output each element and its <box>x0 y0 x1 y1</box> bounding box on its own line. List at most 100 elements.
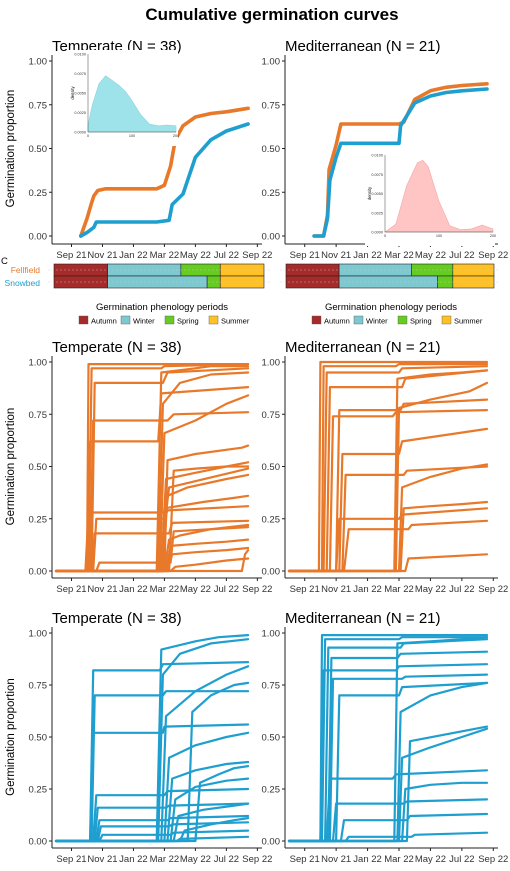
inset-x-tick-label: 100 <box>436 234 442 238</box>
series-line-19 <box>54 764 250 843</box>
phenology-bar-mediterranean <box>280 263 500 289</box>
x-tick-label: Mar 22 <box>384 584 414 595</box>
y-tick-label: 1.00 <box>29 358 48 369</box>
legend-title: Germination phenology periods <box>96 302 228 313</box>
x-tick-label: Sep 22 <box>478 584 508 595</box>
x-tick-label: Mar 22 <box>150 854 180 865</box>
series-line-15 <box>287 781 489 843</box>
inset-y-tick-label: 0.0100 <box>74 53 86 57</box>
y-tick-label: 0.00 <box>262 232 281 243</box>
x-tick-label: Jan 22 <box>353 854 382 865</box>
legend-label-spring: Spring <box>177 317 199 326</box>
y-tick-label: 0.50 <box>262 733 281 744</box>
legend-swatch-summer <box>441 315 452 325</box>
y-tick-label: 0.75 <box>29 681 48 692</box>
y-tick-label: 1.00 <box>262 629 281 640</box>
x-tick-label: Jul 22 <box>214 854 239 865</box>
panel-temperate-snowbed-individual: Temperate (N = 38) 0.00 0.25 0.50 0.75 1.00 Se… <box>5 610 272 865</box>
series-line-15 <box>287 553 489 573</box>
x-tick-label: Jul 22 <box>449 854 474 865</box>
y-axis-label: Germination proportion <box>5 408 17 526</box>
x-tick-label: May 22 <box>180 250 211 261</box>
x-tick-label: Sep 22 <box>242 250 272 261</box>
panel-label: C <box>1 256 8 267</box>
y-tick-label: 1.00 <box>262 57 281 68</box>
y-tick-label: 0.25 <box>29 188 48 199</box>
inset-y-tick-label: 0.0050 <box>74 92 86 96</box>
series-line-4 <box>287 650 489 843</box>
y-tick-label: 0.75 <box>262 100 281 111</box>
density-inset: 0.0000 0.0025 0.0050 0.0075 0.0100 0 100 200 den… <box>68 50 179 146</box>
series-line-4 <box>54 411 250 573</box>
legend-label-winter: Winter <box>133 317 155 326</box>
legend-swatch-spring <box>397 315 408 325</box>
x-tick-label: Sep 21 <box>290 250 320 261</box>
x-tick-label: Jan 22 <box>119 854 148 865</box>
x-tick-label: Jan 22 <box>353 250 382 261</box>
x-tick-label: Nov 21 <box>87 584 117 595</box>
y-tick-label: 1.00 <box>29 629 48 640</box>
y-tick-label: 0.50 <box>262 144 281 155</box>
x-tick-label: May 22 <box>415 250 446 261</box>
fellfield-label: Fellfield <box>11 265 41 275</box>
y-axis-label: Germination proportion <box>5 90 17 208</box>
inset-y-tick-label: 0.0075 <box>74 72 86 76</box>
panel-mediterranean-snowbed-individual: Mediterranean (N = 21) 0.00 0.25 0.50 0.75 1.… <box>262 610 509 865</box>
series-line-13 <box>287 681 489 843</box>
inset-x-tick-label: 100 <box>129 134 135 138</box>
legend-label-spring: Spring <box>410 317 432 326</box>
snowbed-label: Snowbed <box>5 278 41 288</box>
series-line-16 <box>287 725 489 843</box>
y-tick-label: 0.25 <box>29 785 48 796</box>
panel-title: Mediterranean (N = 21) <box>285 38 441 55</box>
legend-swatch-winter <box>120 315 131 325</box>
x-tick-label: May 22 <box>180 584 211 595</box>
inset-y-label: density <box>367 186 372 200</box>
density-area <box>87 75 177 133</box>
series-line-12 <box>54 731 250 843</box>
y-tick-label: 0.00 <box>29 837 48 848</box>
inset-x-tick-label: 0 <box>384 234 386 238</box>
x-tick-label: Jul 22 <box>449 250 474 261</box>
y-tick-label: 0.00 <box>29 232 48 243</box>
x-tick-label: Sep 22 <box>242 584 272 595</box>
series-line-12 <box>54 394 250 573</box>
series-line-1 <box>54 660 250 843</box>
legend-label-autumn: Autumn <box>91 317 117 326</box>
x-tick-label: Nov 21 <box>321 584 351 595</box>
y-tick-label: 0.75 <box>262 681 281 692</box>
x-tick-label: Nov 21 <box>87 854 117 865</box>
series-line-4 <box>54 787 250 843</box>
series-line-2 <box>312 87 489 238</box>
y-tick-label: 0.75 <box>29 410 48 421</box>
inset-y-label: density <box>70 85 75 99</box>
inset-x-tick-label: 0 <box>87 134 89 138</box>
y-tick-label: 0.25 <box>262 785 281 796</box>
x-tick-label: Jul 22 <box>449 584 474 595</box>
legend-title: Germination phenology periods <box>325 302 457 313</box>
series-line-14 <box>287 727 489 843</box>
legend-swatch-autumn <box>311 315 322 325</box>
x-tick-label: Jan 22 <box>119 584 148 595</box>
series-line-7 <box>287 681 489 843</box>
series-line-2 <box>79 122 250 238</box>
legend-swatch-winter <box>353 315 364 325</box>
inset-y-tick-label: 0.0000 <box>371 231 383 235</box>
y-tick-label: 0.75 <box>262 410 281 421</box>
x-tick-label: Sep 21 <box>290 584 320 595</box>
x-tick-label: Jul 22 <box>214 250 239 261</box>
series-line-22 <box>54 548 250 573</box>
series-line-14 <box>54 473 250 573</box>
y-tick-label: 1.00 <box>29 57 48 68</box>
x-tick-label: Nov 21 <box>321 854 351 865</box>
x-tick-label: May 22 <box>180 854 211 865</box>
inset-y-tick-label: 0.0050 <box>371 192 383 196</box>
phenology-bar-temperate <box>48 263 270 289</box>
x-tick-label: May 22 <box>415 584 446 595</box>
y-axis-label: Germination proportion <box>5 678 17 796</box>
series-line-6 <box>287 673 489 843</box>
inset-y-tick-label: 0.0025 <box>74 111 86 115</box>
inset-y-tick-label: 0.0000 <box>74 131 86 135</box>
phenology-legend-1: Germination phenology periods Autumn Winte… <box>78 302 250 326</box>
